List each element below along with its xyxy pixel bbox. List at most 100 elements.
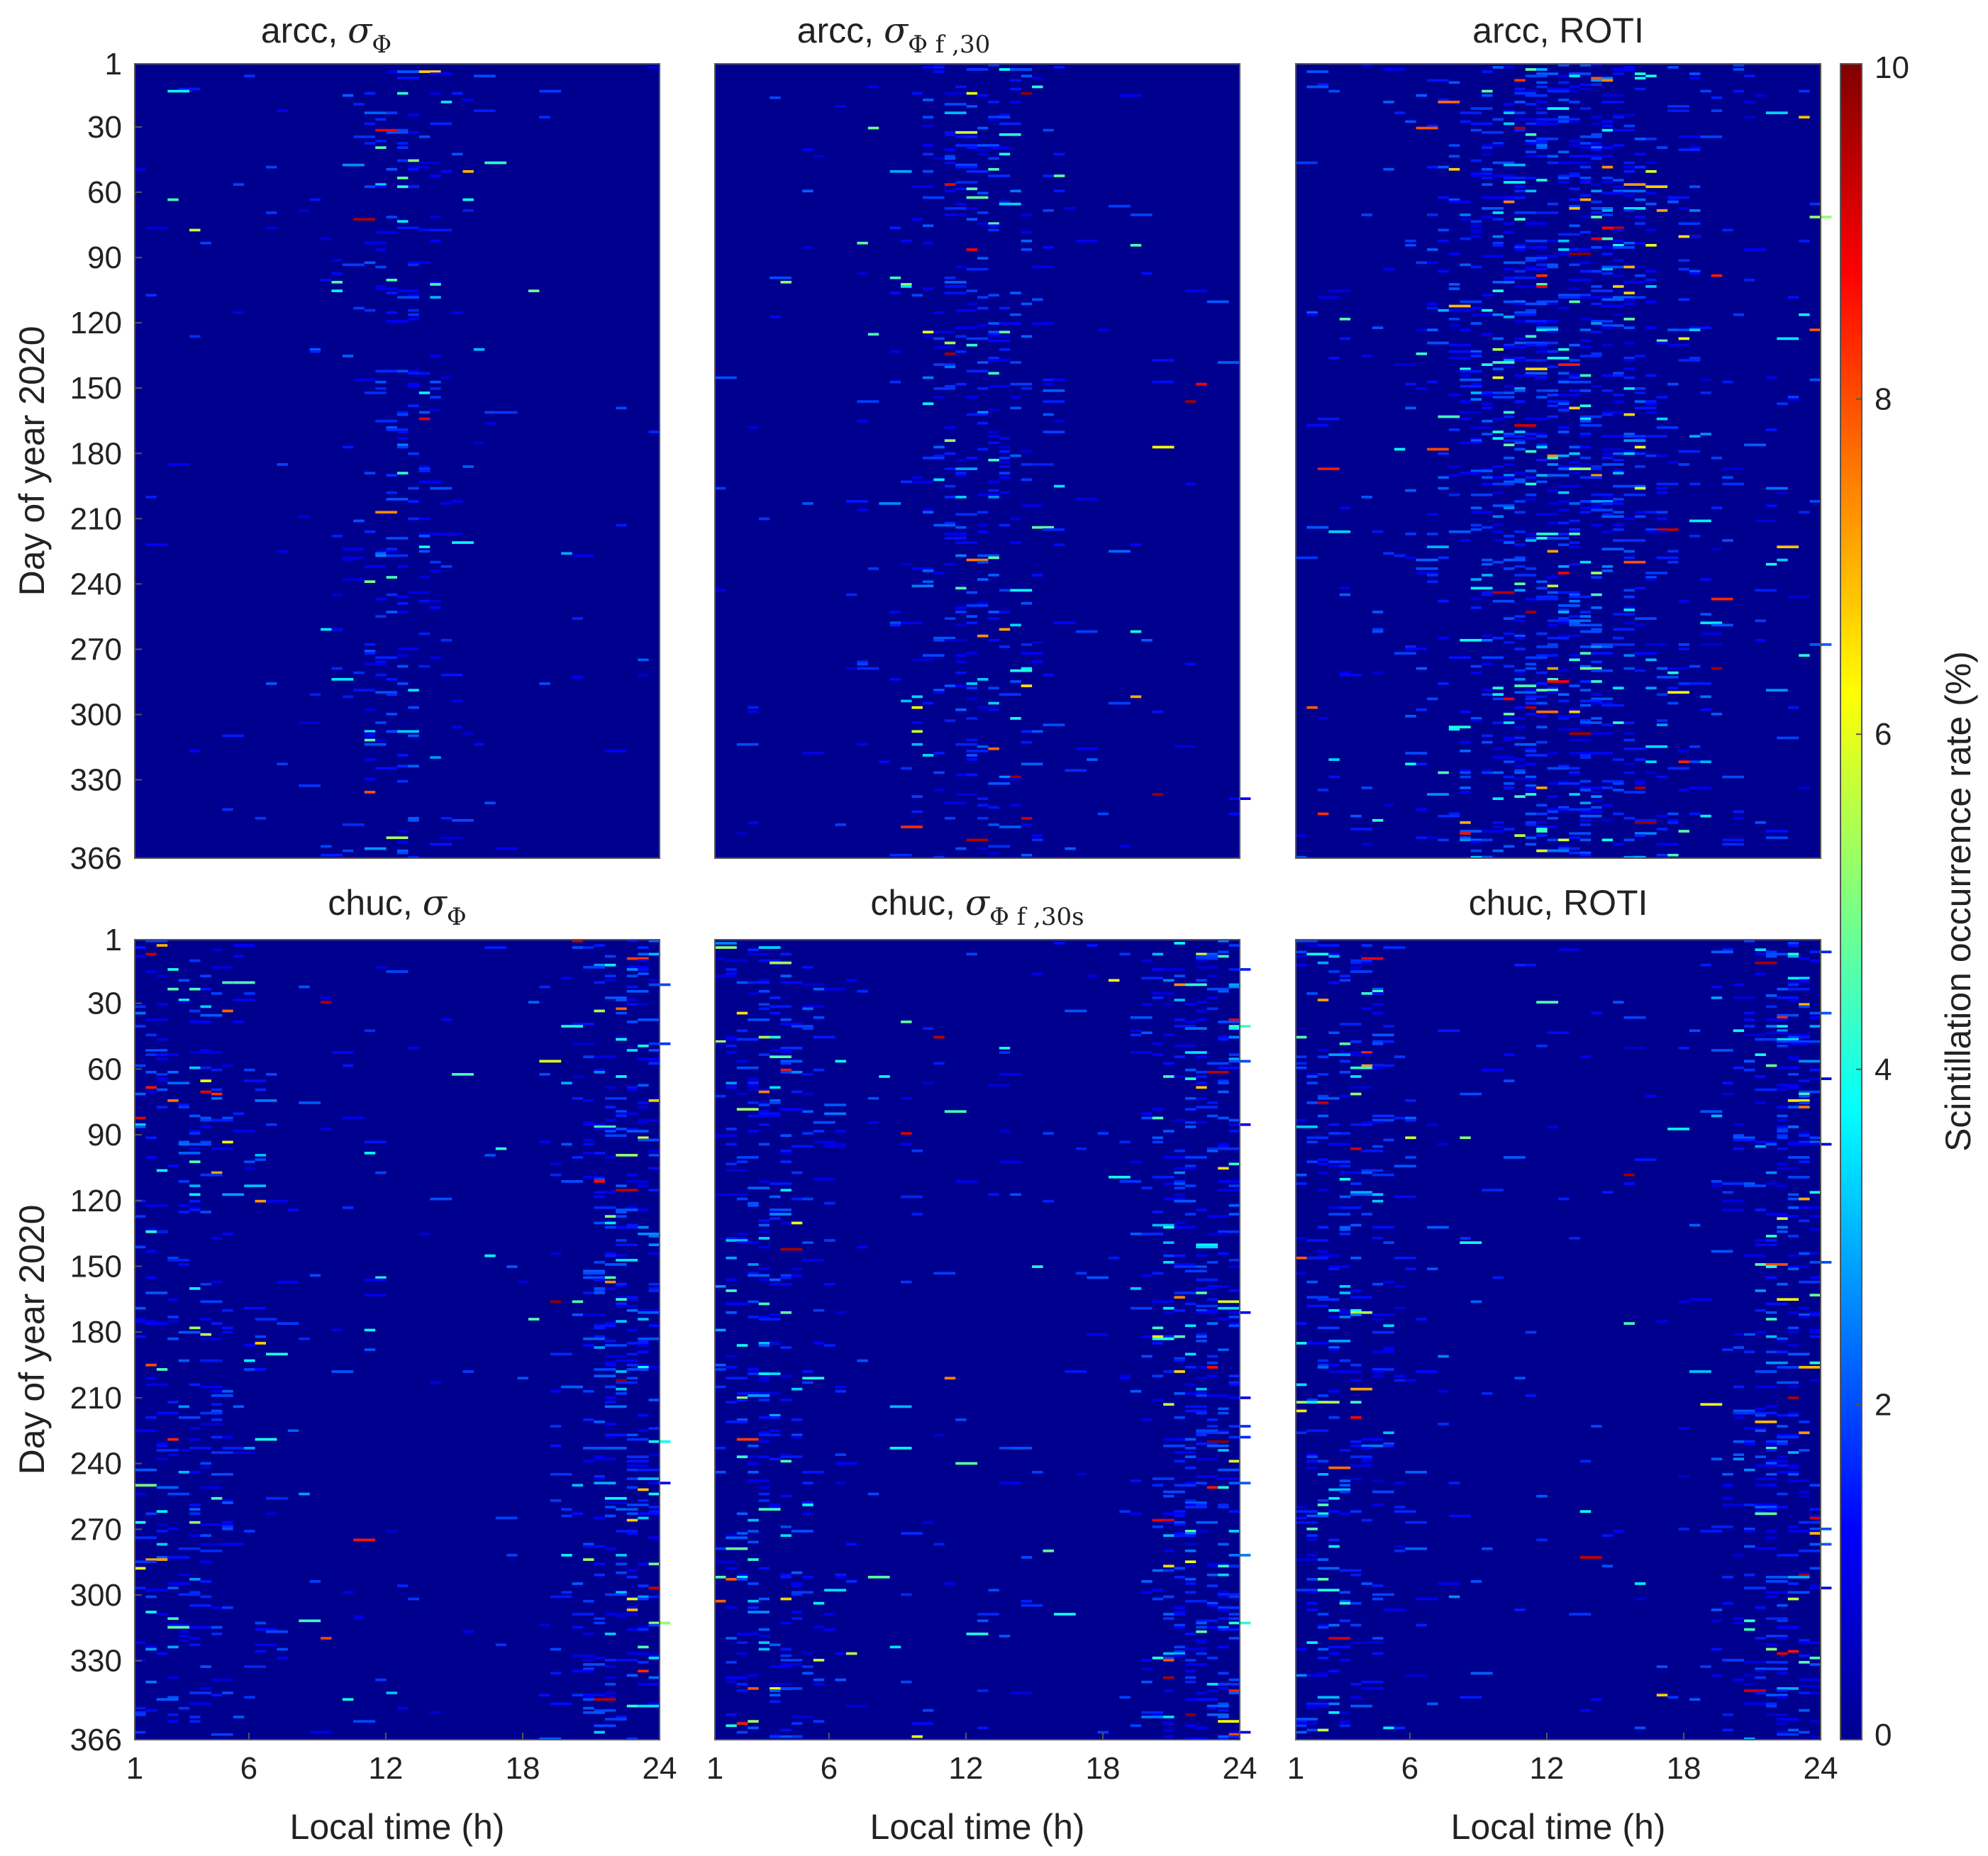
heatmap-cell [1579, 1510, 1592, 1513]
heatmap-cell [1525, 341, 1548, 345]
heatmap-cell [1525, 482, 1537, 486]
heatmap-cell [922, 99, 934, 101]
heatmap-cell [1317, 999, 1329, 1001]
heatmap-cell [1591, 133, 1602, 136]
heatmap-cell [397, 226, 419, 230]
heatmap-cell [1032, 1265, 1043, 1268]
heatmap-cell [1591, 660, 1602, 664]
heatmap-cell [1328, 1031, 1340, 1035]
heatmap-cell [604, 1405, 627, 1408]
heatmap-cell [1350, 1191, 1372, 1194]
heatmap-cell [791, 1582, 803, 1585]
heatmap-cell [1601, 246, 1614, 249]
heatmap-cell [1306, 1239, 1329, 1242]
heatmap-cell [244, 1068, 255, 1072]
heatmap-cell [1296, 1383, 1307, 1387]
heatmap-cell [1492, 218, 1504, 221]
heatmap-cell [748, 1084, 759, 1087]
heatmap-cell [999, 465, 1011, 468]
heatmap-cell [1777, 1162, 1788, 1166]
heatmap-cell [1339, 974, 1351, 977]
heatmap-cell [1799, 1313, 1810, 1316]
heatmap-cell [1558, 715, 1580, 718]
heatmap-cell [266, 1512, 277, 1516]
heatmap-cell [1634, 222, 1646, 226]
heatmap-cell [1579, 611, 1592, 613]
heatmap-cell [167, 1720, 179, 1723]
heatmap-cell [1799, 1280, 1821, 1284]
heatmap-cell [1787, 1728, 1799, 1732]
heatmap-cell [999, 450, 1011, 453]
heatmap-cell [944, 533, 967, 535]
heatmap-cell [1579, 652, 1592, 655]
heatmap-cell [1569, 541, 1580, 544]
heatmap-cell [408, 130, 419, 134]
heatmap-cell [791, 1591, 813, 1594]
heatmap-cell [1765, 1302, 1788, 1306]
heatmap-cell [1525, 359, 1548, 362]
heatmap-cell [484, 161, 507, 165]
heatmap-cell [1010, 669, 1033, 672]
heatmap-cell [1623, 281, 1646, 284]
heatmap-cell [594, 1455, 605, 1458]
heatmap-cell [1514, 678, 1526, 681]
heatmap-cell [780, 1453, 792, 1456]
heatmap-cell [200, 1534, 211, 1537]
heatmap-cell [550, 1595, 572, 1599]
heatmap-cell [1503, 787, 1515, 789]
heatmap-cells [715, 64, 1251, 859]
heatmap-cell [1218, 1318, 1229, 1321]
heatmap-cell [1306, 1538, 1318, 1542]
heatmap-cell [1623, 606, 1635, 609]
heatmap-cell [1141, 1418, 1153, 1421]
heatmap-cell [1514, 795, 1526, 798]
heatmap-cell [1558, 634, 1580, 638]
heatmap-cell [933, 855, 945, 859]
heatmap-cell [955, 793, 977, 796]
heatmap-cell [1787, 1582, 1799, 1585]
heatmap-cell [889, 226, 901, 230]
heatmap-cell [901, 826, 923, 828]
heatmap-cell [1569, 85, 1580, 89]
heatmap-cell [1152, 1569, 1164, 1572]
heatmap-cell [561, 1385, 584, 1389]
heatmap-cell [211, 1280, 223, 1284]
heatmap-cell [1711, 623, 1733, 627]
heatmap-cell [1744, 116, 1755, 119]
heatmap-cell [933, 157, 945, 160]
heatmap-cell [1558, 74, 1570, 77]
heatmap-cell [1525, 567, 1537, 570]
heatmap-cell [1514, 500, 1526, 503]
heatmap-cell [604, 1506, 616, 1508]
heatmap-cell [813, 155, 825, 158]
heatmap-cell [1383, 1726, 1394, 1730]
heatmap-cell [1482, 70, 1493, 73]
heatmap-cell [375, 550, 397, 553]
heatmap-cell [572, 554, 594, 557]
heatmap-cell [1579, 1556, 1602, 1559]
heatmap-cell [604, 1355, 627, 1358]
heatmap-cell [911, 810, 923, 813]
heatmap-cell [1656, 396, 1668, 399]
heatmap-cell [135, 1318, 146, 1321]
heatmap-cell [397, 765, 409, 768]
heatmap-cell [1678, 682, 1689, 685]
heatmap-cell [1634, 487, 1646, 490]
heatmap-cell [1601, 267, 1614, 271]
heatmap-cell [1482, 391, 1493, 394]
heatmap-cell [1196, 1639, 1207, 1642]
heatmap-cell [1503, 281, 1515, 284]
heatmap-cell [1141, 1233, 1164, 1235]
heatmap-cell [1536, 72, 1558, 75]
heatmap-cell [626, 1438, 649, 1441]
heatmap-cell [846, 1580, 857, 1583]
heatmap-cell [1601, 237, 1614, 240]
heatmap-cell [1689, 519, 1711, 523]
heatmap-cell [1482, 402, 1493, 406]
heatmap-cell [233, 311, 245, 314]
heatmap-cell [1525, 747, 1537, 750]
heatmap-cell [408, 165, 431, 169]
heatmap-cell [1503, 300, 1526, 304]
heatmap-cell [715, 1575, 726, 1579]
heatmap-cell [977, 448, 989, 451]
